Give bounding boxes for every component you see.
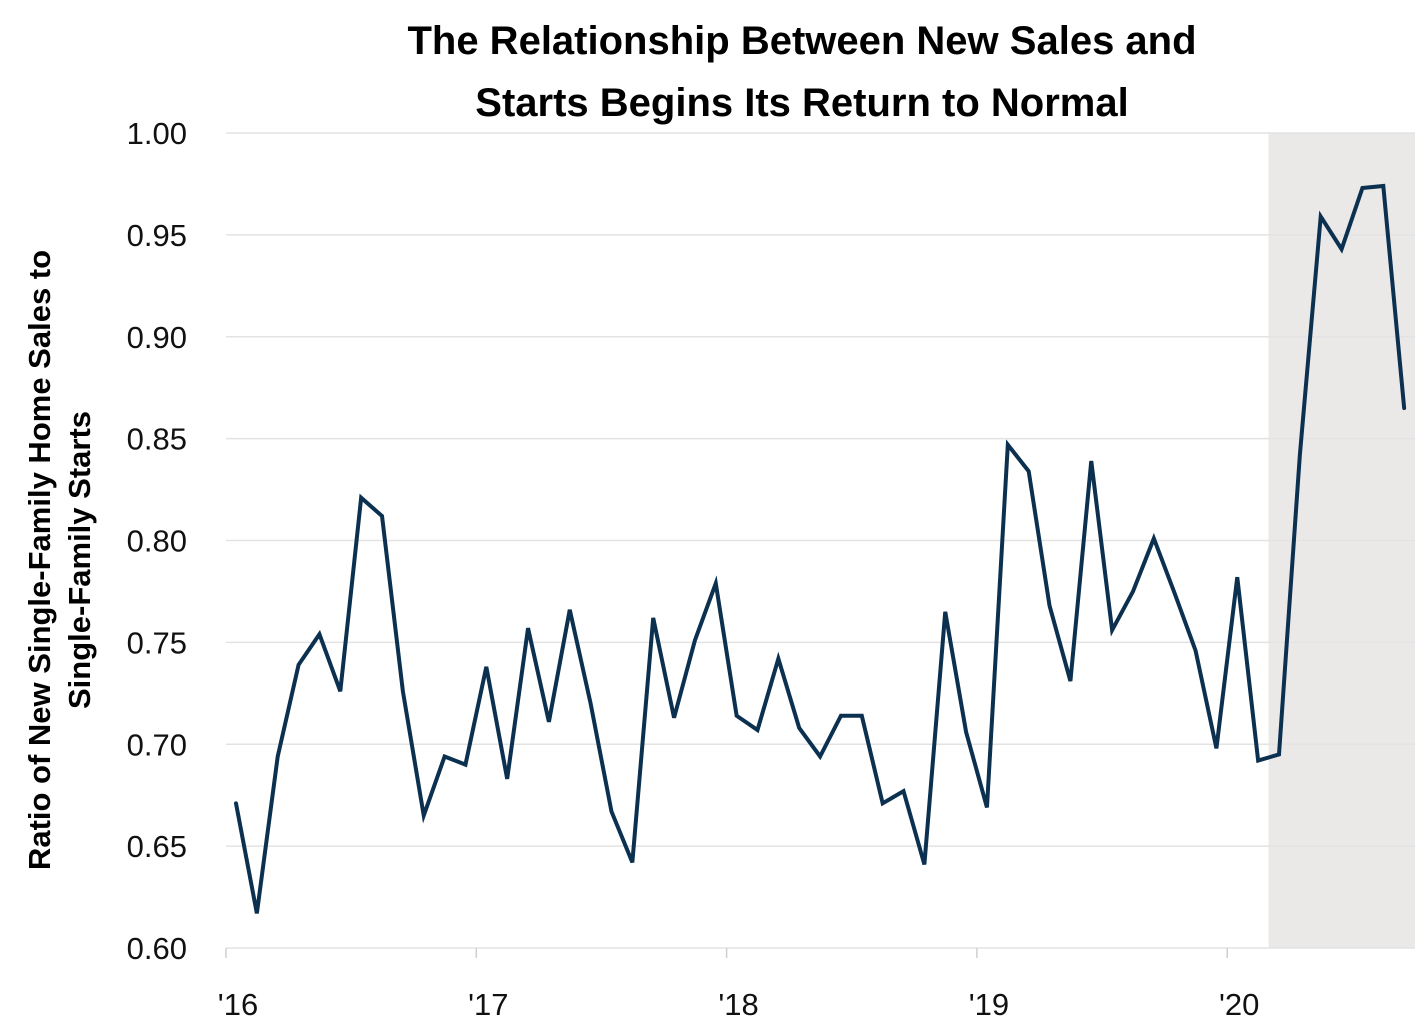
series-line — [234, 183, 1407, 914]
x-tick-label: '18 — [718, 987, 758, 1022]
x-tick-label: '20 — [1219, 987, 1259, 1022]
y-tick-label: 0.85 — [127, 422, 187, 457]
chart-title-line-1: The Relationship Between New Sales and — [407, 19, 1197, 63]
y-tick-label: 0.95 — [127, 218, 187, 253]
chart-title: The Relationship Between New Sales and S… — [200, 10, 1404, 134]
chart-title-line-2: Starts Begins Its Return to Normal — [475, 81, 1129, 125]
y-tick-label: 0.80 — [127, 524, 187, 559]
x-tick-label: '19 — [969, 987, 1009, 1022]
x-tick-label: '16 — [218, 987, 258, 1022]
y-tick-label: 1.00 — [127, 116, 187, 151]
y-tick-label: 0.75 — [127, 625, 187, 660]
y-tick-label: 0.70 — [127, 727, 187, 762]
y-tick-label: 0.60 — [127, 931, 187, 966]
y-tick-label: 0.90 — [127, 320, 187, 355]
x-tick-label: '17 — [468, 987, 508, 1022]
y-tick-label: 0.65 — [127, 829, 187, 864]
